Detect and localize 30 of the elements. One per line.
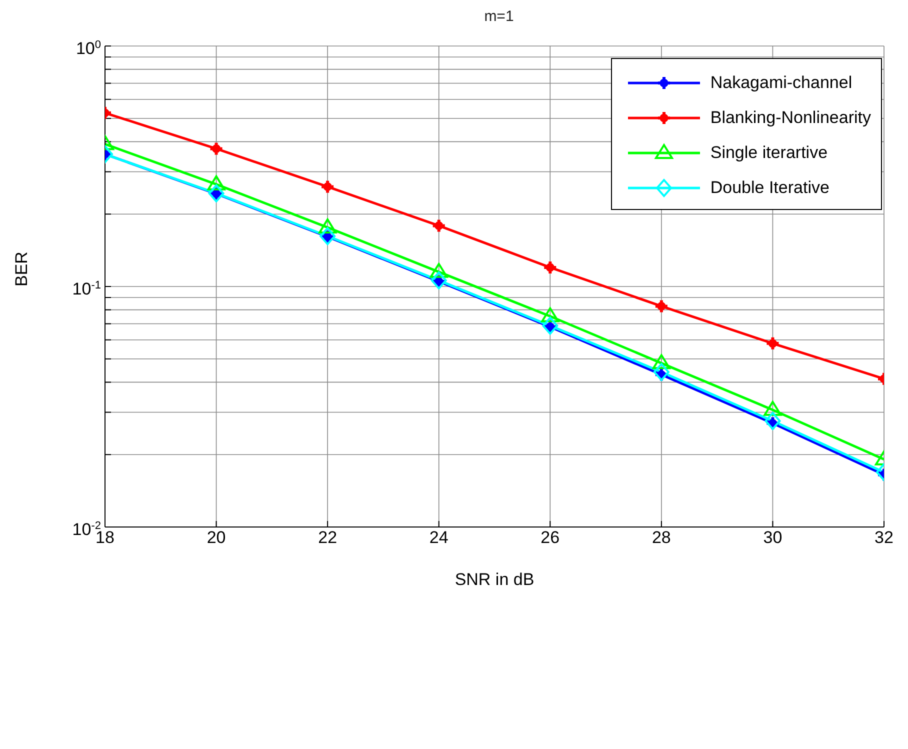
- point: [764, 412, 781, 430]
- x-tick-label: 28: [652, 528, 671, 547]
- point: [541, 307, 560, 322]
- legend-label: Blanking-Nonlinearity: [710, 108, 871, 128]
- point: [431, 218, 446, 234]
- point: [653, 363, 670, 382]
- point: [765, 336, 780, 351]
- x-tick-label: 26: [540, 528, 560, 547]
- x-tick-label: 30: [763, 528, 782, 547]
- point: [542, 260, 558, 275]
- legend-label: Double Iterative: [710, 178, 830, 198]
- point: [654, 298, 669, 314]
- y-axis-title: BER: [12, 252, 32, 286]
- point: [318, 218, 337, 234]
- x-axis-title: SNR in dB: [454, 570, 534, 589]
- x-tick-label: 22: [318, 528, 338, 547]
- point: [430, 262, 448, 278]
- y-tick-label: 10$^{0}$: [76, 39, 101, 58]
- point: [652, 354, 670, 370]
- point: [320, 179, 336, 194]
- point: [764, 400, 782, 416]
- legend-label: Single iterartive: [710, 142, 828, 162]
- chart-title: m=1: [483, 8, 515, 25]
- point: [208, 141, 224, 156]
- point: [207, 175, 226, 190]
- x-tick-label: 20: [206, 528, 226, 547]
- y-tick-label: 10$^{-1}$: [72, 280, 101, 298]
- x-tick-label: 32: [874, 528, 894, 547]
- legend-label: Nakagami-channel: [710, 72, 852, 92]
- x-tick-label: 24: [429, 528, 448, 547]
